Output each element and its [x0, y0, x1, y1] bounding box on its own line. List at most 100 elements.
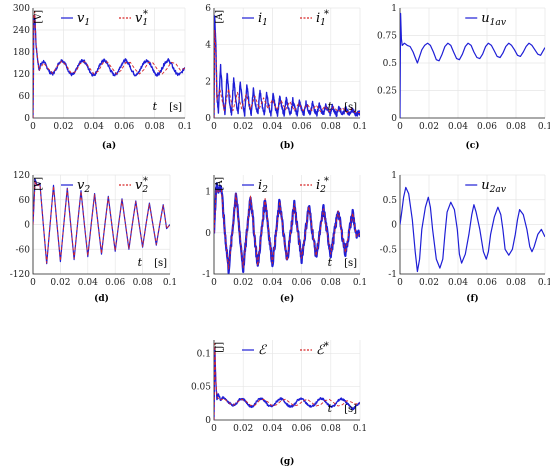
panel-caption: (g): [280, 456, 295, 467]
legend-label-superscript: *: [324, 341, 329, 352]
legend-label-subscript: 1: [262, 18, 268, 28]
panel-caption: (a): [102, 140, 116, 151]
panel-c: 0 0.25 0.5 0.75 1 0 0.02 0.04 0.06 0.08 0.1 u1av (c): [377, 4, 550, 151]
y-tick-label: 0: [391, 221, 397, 231]
x-axis-label: t: [328, 256, 333, 269]
y-tick-label: 300: [13, 4, 30, 14]
x-tick-label: 0.02: [233, 122, 253, 132]
series-line-E: [214, 347, 360, 420]
legend-label: v1*: [135, 9, 148, 28]
x-tick-label: 0: [30, 122, 36, 132]
legend-label-superscript: *: [324, 176, 329, 187]
y-tick-label: 0: [391, 114, 397, 124]
x-tick-label: 0.08: [321, 424, 341, 434]
legend-label-subscript: 2: [261, 185, 268, 195]
x-tick-label: 0.04: [262, 278, 282, 288]
legend-label: i2*: [316, 176, 329, 195]
legend-label-subscript: 2av: [489, 185, 507, 195]
series-line-u2av: [400, 186, 545, 273]
x-tick-label: 0.08: [133, 278, 153, 288]
x-tick-label: 0.06: [105, 278, 125, 288]
y-tick-label: 0.75: [377, 32, 397, 42]
legend-label-subscript: 1: [142, 18, 148, 28]
x-tick-label: 0: [397, 122, 403, 132]
x-axis-label: t: [153, 100, 158, 113]
x-tick-label: 0.04: [262, 424, 282, 434]
legend-label-symbol: v: [135, 178, 143, 193]
x-tick-label: 0.04: [448, 278, 468, 288]
series-line-i2*: [214, 188, 360, 270]
x-axis-unit: [s]: [169, 102, 182, 113]
y-tick-label: -60: [16, 245, 31, 255]
y-tick-label: 240: [13, 26, 30, 36]
series-line-u1av: [400, 12, 545, 118]
panel-caption: (b): [280, 140, 295, 151]
y-tick-label: 60: [19, 196, 31, 206]
y-tick-label: -1: [202, 270, 211, 280]
unit-label: [A]: [215, 10, 225, 24]
legend-label-symbol: u: [481, 178, 489, 193]
y-tick-label: 6: [205, 4, 211, 14]
axes: [213, 340, 360, 421]
legend-label-symbol: ℰ: [316, 343, 325, 358]
x-axis-label: t: [138, 256, 143, 269]
x-tick-label: 0: [211, 122, 217, 132]
legend-label: u2av: [481, 178, 507, 195]
x-tick-label: 0.02: [419, 122, 439, 132]
x-tick-label: 0: [397, 278, 403, 288]
y-tick-label: 1: [391, 4, 397, 14]
x-axis-label: t: [328, 100, 333, 113]
x-tick-label: 0.1: [538, 278, 550, 288]
legend-label-superscript: *: [324, 9, 329, 20]
series-line-i2: [214, 182, 360, 274]
y-tick-label: 120: [13, 171, 30, 181]
x-tick-label: 0.06: [292, 122, 312, 132]
x-tick-label: 0.08: [506, 122, 526, 132]
legend-label-subscript: 1: [84, 18, 90, 28]
x-tick-label: 0: [211, 278, 217, 288]
unit-label: [V]: [34, 10, 44, 24]
legend-label: i2: [258, 178, 268, 195]
y-tick-label: 0: [205, 229, 211, 239]
x-tick-label: 0.02: [233, 278, 253, 288]
series-line-E*: [214, 342, 360, 420]
x-tick-label: 0.02: [419, 278, 439, 288]
y-tick-label: 0: [205, 114, 211, 124]
x-tick-label: 0.1: [538, 122, 550, 132]
y-tick-label: 120: [13, 70, 30, 80]
y-tick-label: -0.5: [380, 245, 398, 255]
panel-caption: (f): [466, 293, 478, 304]
legend-label: u1av: [481, 11, 507, 28]
x-tick-label: 0.1: [353, 424, 367, 434]
legend-label-symbol: u: [481, 11, 489, 26]
series-line-v2*: [33, 180, 170, 264]
legend-label-symbol: i: [258, 11, 262, 26]
x-axis-label: t: [328, 402, 333, 415]
series-line-i1*: [214, 29, 360, 118]
x-axis-unit: [s]: [344, 258, 357, 269]
axes: [213, 175, 360, 275]
y-tick-label: 0: [24, 114, 30, 124]
x-tick-label: 0.06: [292, 278, 312, 288]
x-tick-label: 0.08: [321, 122, 341, 132]
legend-label: v2*: [135, 176, 148, 195]
series-line-v1*: [33, 11, 185, 118]
y-tick-label: 1: [205, 188, 211, 198]
y-tick-label: 60: [19, 92, 31, 102]
legend-label-symbol: v: [77, 11, 85, 26]
panel-caption: (e): [280, 293, 294, 304]
y-tick-label: -1: [388, 270, 397, 280]
panel-caption: (d): [94, 293, 109, 304]
panel-g: 00.050.10 0.02 0.04 0.06 0.08 0.1[J] ℰ ℰ*t [s](g…: [191, 340, 367, 467]
panel-f: -1 -0.5 0 0.5 1 0 0.02 0.04 0.06 0.08 0.1 u2av (f): [380, 171, 550, 304]
x-tick-label: 0.04: [448, 122, 468, 132]
legend-label-subscript: 2: [83, 185, 90, 195]
legend-label-symbol: ℰ: [258, 343, 267, 358]
legend-label-subscript: 1: [320, 18, 326, 28]
legend-label: i1*: [316, 9, 329, 28]
y-tick-label: 0: [24, 221, 30, 231]
unit-label: [V]: [34, 177, 44, 191]
x-tick-label: 0.06: [477, 122, 497, 132]
